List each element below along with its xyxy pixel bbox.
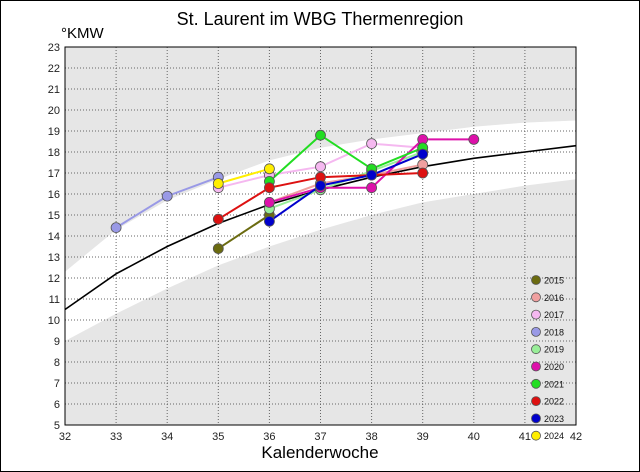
legend-marker-2015: [531, 275, 541, 285]
legend-marker-2018: [531, 326, 541, 337]
legend-label-2024: 2024: [544, 431, 564, 441]
y-tick-label: 21: [48, 84, 60, 96]
data-point-2018: [161, 190, 173, 202]
data-point-2017: [315, 161, 326, 173]
x-tick-label: 36: [263, 431, 275, 443]
x-tick-label: 37: [314, 431, 326, 443]
x-tick-label: 40: [468, 431, 480, 443]
data-point-2023: [366, 169, 378, 181]
x-tick-label: 33: [110, 431, 122, 443]
y-tick-label: 10: [48, 315, 60, 327]
legend-label-2023: 2023: [544, 414, 564, 424]
y-tick-label: 8: [54, 357, 60, 369]
series-line-2021: [268, 133, 424, 183]
data-point-2020: [468, 133, 480, 145]
chart-title: St. Laurent im WBG Thermenregion: [176, 9, 464, 29]
data-point-2021: [315, 129, 326, 141]
data-point-2023: [315, 180, 326, 192]
data-point-2022: [212, 213, 224, 225]
x-tick-label: 35: [212, 431, 224, 443]
y-tick-label: 15: [48, 210, 60, 222]
legend-label-2016: 2016: [544, 293, 564, 303]
legend-label-2018: 2018: [544, 327, 564, 337]
legend-marker-2019: [531, 344, 541, 355]
legend-marker-2017: [531, 309, 541, 320]
data-point-2020: [263, 196, 275, 208]
y-tick-label: 13: [48, 252, 60, 264]
plot-border: [64, 46, 577, 426]
y-tick-label: 22: [48, 63, 60, 75]
data-point-2022: [417, 167, 429, 179]
x-tick-label: 34: [161, 431, 173, 443]
legend-marker-2020: [531, 361, 541, 372]
series-line-2023: [268, 153, 424, 223]
range-band: [65, 120, 576, 341]
x-axis-label: Kalenderwoche: [261, 443, 379, 462]
data-point-2023: [263, 215, 275, 227]
x-tick-label: 41: [519, 431, 531, 443]
legend-label-2020: 2020: [544, 362, 564, 372]
series-line-2024: [218, 167, 270, 185]
legend-marker-2021: [531, 378, 541, 389]
y-tick-label: 11: [49, 294, 60, 306]
legend-label-2021: 2021: [544, 379, 564, 389]
y-tick-label: 7: [54, 378, 60, 390]
legend-label-2015: 2015: [544, 276, 564, 286]
series-line-2015: [217, 214, 270, 250]
y-tick-label: 6: [54, 399, 60, 411]
data-point-2024: [263, 163, 275, 175]
data-point-2015: [212, 243, 224, 255]
y-tick-label: 14: [48, 231, 60, 243]
legend-marker-2016: [531, 292, 541, 303]
legend-label-2019: 2019: [544, 345, 564, 355]
x-tick-label: 32: [59, 431, 71, 443]
data-point-2024: [212, 178, 224, 189]
data-point-2020: [366, 182, 378, 194]
data-point-2017: [366, 138, 378, 150]
legend-marker-2022: [531, 396, 541, 407]
y-axis-label: °KMW: [61, 25, 104, 42]
y-tick-label: 9: [54, 336, 60, 348]
legend-marker-2024: [531, 430, 541, 441]
x-tick-label: 42: [570, 431, 582, 443]
y-tick-label: 16: [48, 189, 60, 201]
x-tick-label: 39: [417, 431, 429, 443]
data-point-2023: [417, 148, 429, 160]
y-tick-label: 12: [48, 273, 60, 285]
x-tick-label: 38: [365, 431, 377, 443]
data-point-2018: [110, 222, 122, 234]
y-tick-label: 17: [48, 168, 60, 180]
y-tick-label: 18: [48, 147, 60, 159]
legend-label-2022: 2022: [544, 397, 564, 407]
y-tick-label: 19: [48, 126, 60, 138]
data-point-2022: [263, 182, 275, 194]
y-tick-label: 20: [48, 105, 60, 117]
y-tick-label: 5: [54, 420, 60, 432]
legend-marker-2023: [531, 413, 541, 424]
legend-label-2017: 2017: [544, 310, 564, 320]
y-tick-label: 23: [48, 42, 60, 54]
